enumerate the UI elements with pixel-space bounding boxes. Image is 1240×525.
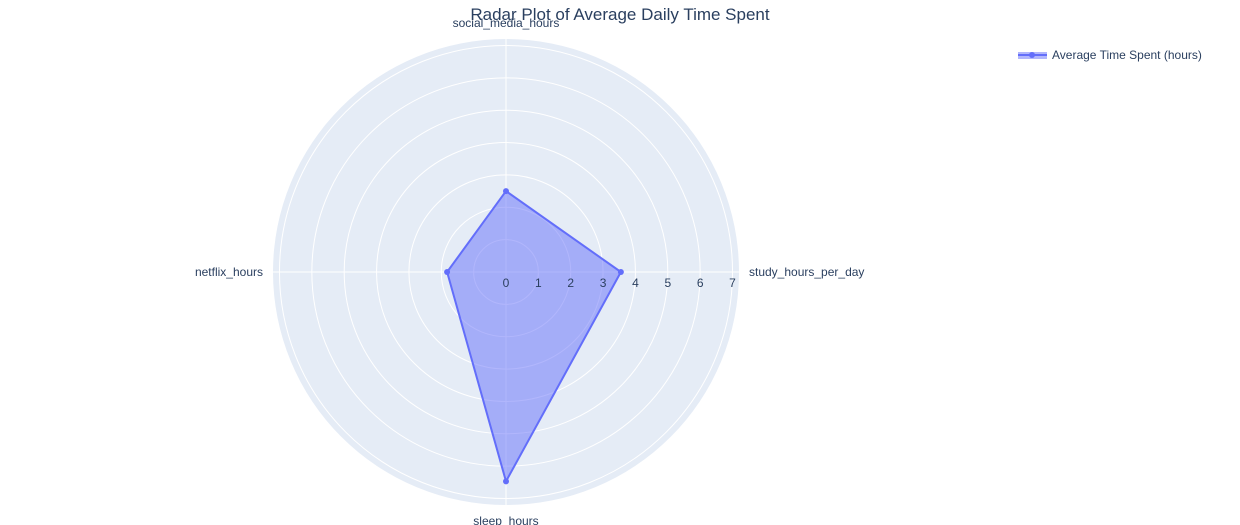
angular-axis-label: social_media_hours xyxy=(453,16,560,30)
radial-tick-label: 3 xyxy=(600,276,607,290)
legend[interactable]: Average Time Spent (hours) xyxy=(1018,48,1202,62)
legend-swatch-marker xyxy=(1029,52,1035,58)
chart-title: Radar Plot of Average Daily Time Spent xyxy=(470,5,770,24)
angular-axis-label: netflix_hours xyxy=(195,265,263,279)
angular-axis-label: study_hours_per_day xyxy=(749,265,864,279)
angular-axis-labels: study_hours_per_day social_media_hoursnet… xyxy=(195,16,864,525)
radial-tick-labels: 0 1 2 3 4 5 6 7 xyxy=(503,276,737,290)
radial-tick-label: 2 xyxy=(567,276,574,290)
angular-axis-label: sleep_hours xyxy=(473,514,538,525)
series-layer xyxy=(444,188,624,485)
legend-swatch xyxy=(1018,52,1047,59)
radial-tick-label: 1 xyxy=(535,276,542,290)
radial-tick-label: 5 xyxy=(664,276,671,290)
radial-tick-label: 6 xyxy=(697,276,704,290)
series-point[interactable] xyxy=(503,188,509,195)
radial-tick-label: 7 xyxy=(729,276,736,290)
series-point[interactable] xyxy=(617,269,624,275)
series-point[interactable] xyxy=(444,269,451,275)
radial-tick-label: 4 xyxy=(632,276,639,290)
radial-tick-label: 0 xyxy=(503,276,510,290)
legend-label: Average Time Spent (hours) xyxy=(1052,48,1202,62)
series-point[interactable] xyxy=(503,478,509,485)
